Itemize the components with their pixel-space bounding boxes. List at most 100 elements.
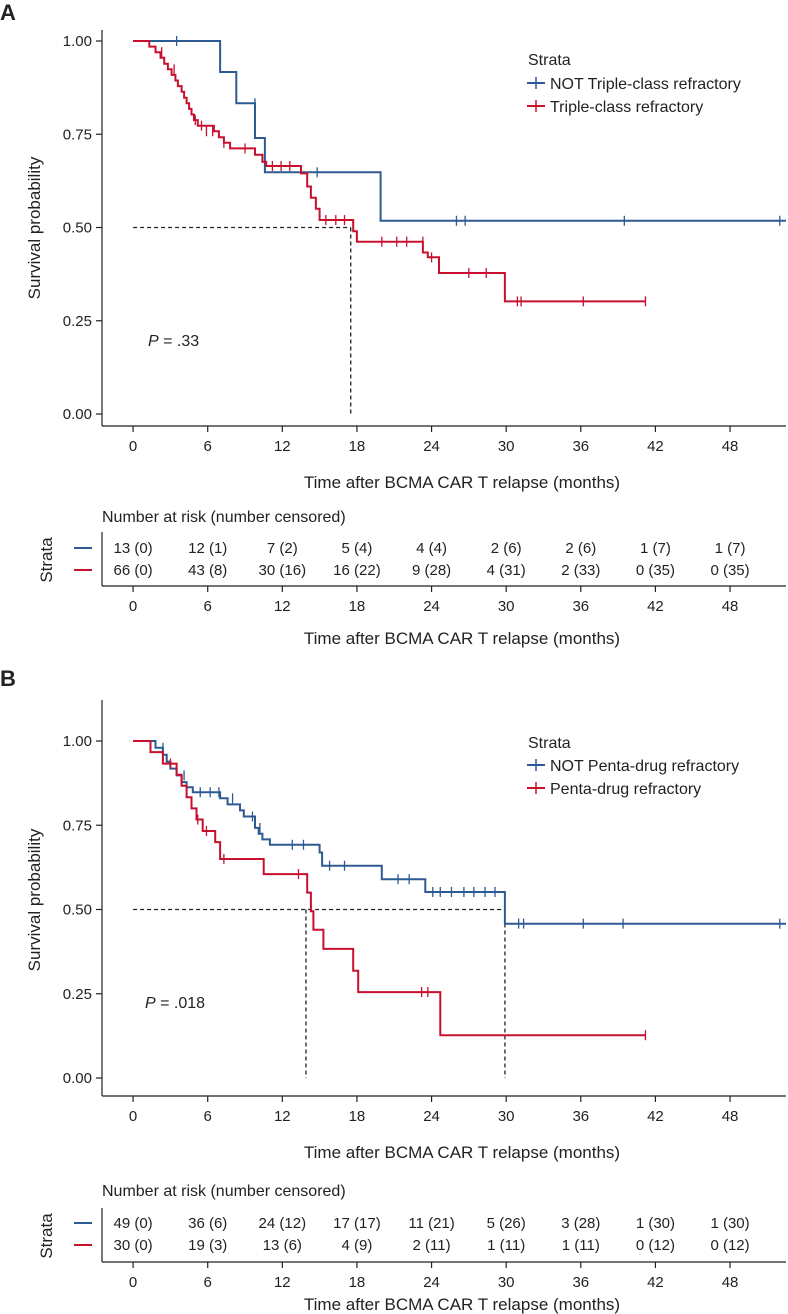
panel-b-risk-cell-0-5: 5 (26)	[487, 1215, 526, 1232]
panel-a-risk-cell-1-7: 0 (35)	[636, 562, 675, 579]
panel-a-risk-x-tick-label-0: 0	[129, 598, 137, 615]
panel-b-legend-item-0: NOT Penta-drug refractory	[550, 758, 739, 775]
panel-a-x-tick-label-3: 18	[349, 438, 366, 455]
panel-a-y-ticks: 0.00 0.25 0.50 0.75 1.00	[63, 33, 102, 423]
panel-a-risk-x-tick-label-2: 12	[274, 598, 291, 615]
panel-b-risk-cell-0-8: 1 (30)	[710, 1215, 749, 1232]
panel-a-x-tick-label-4: 24	[423, 438, 440, 455]
panel-a-risk-cell-0-2: 7 (2)	[267, 540, 298, 557]
panel-b-x-tick-label-6: 36	[572, 1108, 589, 1125]
panel-b-x-axis-label: Time after BCMA CAR T relapse (months)	[304, 1143, 620, 1162]
panel-b-x-tick-label-3: 18	[349, 1108, 366, 1125]
panel-b-risk-cell-0-7: 1 (30)	[636, 1215, 675, 1232]
panel-a-risk-cell-0-6: 2 (6)	[565, 540, 596, 557]
panel-b-x-tick-label-5: 30	[498, 1108, 515, 1125]
panel-b-series-1-curve	[133, 740, 646, 1037]
panel-a-risk-cell-1-1: 43 (8)	[188, 562, 227, 579]
panel-a-median-lines	[133, 226, 352, 414]
panel-a-risk-cell-1-5: 4 (31)	[487, 562, 526, 579]
panel-b-letter: B	[0, 666, 16, 691]
panel-a-legend-item-0: NOT Triple-class refractory	[550, 76, 741, 93]
panel-a-risk-x-tick-label-1: 6	[204, 598, 212, 615]
panel-b-risk-strata-label: Strata	[37, 1213, 56, 1259]
panel-b-risk-x-tick-label-7: 42	[647, 1274, 664, 1291]
panel-a-risk-x-tick-label-8: 48	[722, 598, 739, 615]
panel-a-risk-table: Number at risk (number censored) Strata …	[37, 509, 786, 648]
panel-a-risk-cells: 13 (0) 12 (1) 7 (2) 5 (4) 4 (4) 2 (6) 2 (6) 1 (…	[113, 540, 749, 579]
panel-a-legend: Strata NOT Triple-class refractory Tripl…	[527, 52, 741, 116]
panel-b-risk-cell-0-6: 3 (28)	[561, 1215, 600, 1232]
panel-b-x-tick-label-7: 42	[647, 1108, 664, 1125]
panel-b-risk-cell-1-7: 0 (12)	[636, 1237, 675, 1254]
panel-b-p-letter: P	[145, 995, 156, 1012]
panel-b-risk-cell-0-1: 36 (6)	[188, 1215, 227, 1232]
panel-a-risk-cell-0-1: 12 (1)	[188, 540, 227, 557]
panel-a-y-tick-label-1: 0.25	[63, 313, 92, 330]
panel-a-risk-x-tick-label-3: 18	[349, 598, 366, 615]
panel-b-legend-item-1: Penta-drug refractory	[550, 781, 701, 798]
panel-b-x-ticks: 0 6 12 18 24 30 36 42 48	[129, 1096, 738, 1125]
panel-a-y-axis-label: Survival probability	[25, 156, 44, 299]
panel-b-x-tick-label-0: 0	[129, 1108, 137, 1125]
panel-b-legend-title: Strata	[528, 735, 571, 752]
panel-a-risk-cell-1-3: 16 (22)	[333, 562, 381, 579]
panel-b-risk-cell-0-0: 49 (0)	[113, 1215, 152, 1232]
panel-b-x-tick-label-4: 24	[423, 1108, 440, 1125]
panel-a-curves	[133, 36, 786, 307]
panel-a-p-value: P = .33	[148, 333, 199, 350]
panel-a-risk-title: Number at risk (number censored)	[102, 509, 346, 526]
panel-b-y-tick-label-1: 0.25	[63, 986, 92, 1003]
panel-b-y-tick-label-2: 0.50	[63, 902, 92, 919]
panel-a-risk-cell-1-6: 2 (33)	[561, 562, 600, 579]
panel-b-risk-x-tick-label-6: 36	[572, 1274, 589, 1291]
panel-b-legend: Strata NOT Penta-drug refractory Penta-d…	[527, 735, 739, 798]
panel-b-risk-cell-1-0: 30 (0)	[113, 1237, 152, 1254]
panel-a-legend-title: Strata	[528, 52, 571, 69]
panel-a-y-tick-label-3: 0.75	[63, 126, 92, 143]
panel-a-x-tick-label-8: 48	[722, 438, 739, 455]
panel-b-risk-cell-1-8: 0 (12)	[710, 1237, 749, 1254]
panel-b-risk-x-label: Time after BCMA CAR T relapse (months)	[304, 1295, 620, 1314]
panel-b-risk-cell-0-3: 17 (17)	[333, 1215, 381, 1232]
panel-b-risk-x-tick-label-2: 12	[274, 1274, 291, 1291]
panel-a-x-tick-label-7: 42	[647, 438, 664, 455]
panel-a-series-0-curve	[133, 40, 786, 222]
panel-a-risk-cell-1-4: 9 (28)	[412, 562, 451, 579]
panel-b-y-axis-label: Survival probability	[25, 828, 44, 971]
panel-a-p-text: = .33	[159, 333, 200, 350]
panel-b-x-tick-label-2: 12	[274, 1108, 291, 1125]
panel-b-risk-cell-1-3: 4 (9)	[342, 1237, 373, 1254]
panel-a-x-ticks: 0 6 12 18 24 30 36 42 48	[129, 426, 738, 455]
panel-a-risk-strata-label: Strata	[37, 537, 56, 583]
panel-a-risk-x-tick-label-7: 42	[647, 598, 664, 615]
panel-a-p-letter: P	[148, 333, 159, 350]
panel-a-y-tick-label-2: 0.50	[63, 220, 92, 237]
panel-b-risk-x-tick-label-8: 48	[722, 1274, 739, 1291]
panel-a-risk-cell-0-3: 5 (4)	[342, 540, 373, 557]
panel-b-risk-x-tick-label-3: 18	[349, 1274, 366, 1291]
panel-a-x-axis-label: Time after BCMA CAR T relapse (months)	[304, 473, 620, 492]
panel-b-curves	[133, 740, 786, 1041]
panel-a-risk-x-tick-label-5: 30	[498, 598, 515, 615]
panel-a-risk-cell-1-0: 66 (0)	[113, 562, 152, 579]
panel-a-legend-item-1: Triple-class refractory	[550, 99, 703, 116]
panel-a-letter: A	[0, 0, 16, 25]
panel-a-risk-cell-0-7: 1 (7)	[640, 540, 671, 557]
panel-a-x-tick-label-0: 0	[129, 438, 137, 455]
panel-a-risk-cell-0-0: 13 (0)	[113, 540, 152, 557]
panel-a-risk-x-tick-label-6: 36	[572, 598, 589, 615]
panel-b-risk-cells: 49 (0) 36 (6) 24 (12) 17 (17) 11 (21) 5 (26) 3…	[113, 1215, 749, 1254]
panel-b-x-tick-label-1: 6	[204, 1108, 212, 1125]
panel-b-y-tick-label-0: 0.00	[63, 1070, 92, 1087]
panel-a-risk-cell-1-8: 0 (35)	[710, 562, 749, 579]
panel-b-risk-x-tick-label-5: 30	[498, 1274, 515, 1291]
panel-a: A Survival probability 0.00 0.25 0.50 0.75 1…	[0, 0, 786, 648]
panel-b: B Survival probability 0.00 0.25 0.50 0.75 1…	[0, 666, 786, 1314]
panel-b-risk-x-tick-label-0: 0	[129, 1274, 137, 1291]
panel-a-risk-cell-0-8: 1 (7)	[715, 540, 746, 557]
panel-a-x-tick-label-5: 30	[498, 438, 515, 455]
panel-a-x-tick-label-2: 12	[274, 438, 291, 455]
panel-b-risk-table: Number at risk (number censored) Strata …	[37, 1183, 786, 1314]
panel-a-risk-x-tick-label-4: 24	[423, 598, 440, 615]
